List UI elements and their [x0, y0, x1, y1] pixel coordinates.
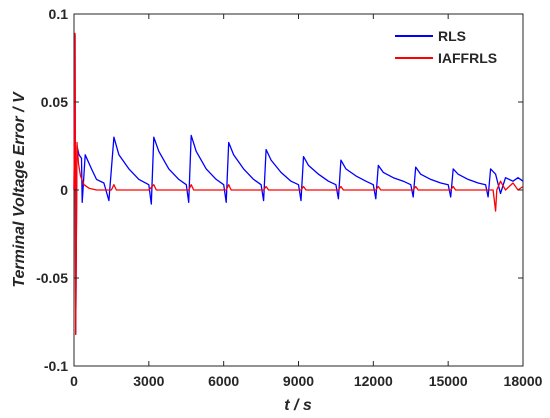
x-tick-label: 15000: [429, 373, 468, 389]
y-tick-label: -0.05: [36, 270, 68, 286]
y-tick-label: -0.1: [44, 358, 68, 374]
legend-label-iaffrls: IAFFRLS: [438, 50, 497, 66]
x-tick-label: 6000: [208, 373, 239, 389]
y-tick-label: 0.05: [41, 94, 68, 110]
legend-label-rls: RLS: [438, 28, 466, 44]
x-axis: 0 3000 6000 9000 12000 15000 18000: [70, 14, 543, 389]
x-tick-label: 9000: [283, 373, 314, 389]
y-axis-title: Terminal Voltage Error / V: [11, 91, 28, 288]
y-tick-label: 0: [60, 182, 68, 198]
series-line-rls: [73, 34, 524, 335]
x-tick-label: 18000: [504, 373, 543, 389]
series-line-iaffrls: [73, 32, 524, 335]
x-tick-label: 12000: [354, 373, 393, 389]
x-tick-label: 0: [70, 373, 78, 389]
y-axis: -0.1 -0.05 0 0.05 0.1: [36, 6, 523, 374]
x-axis-title: t / s: [284, 397, 312, 414]
x-tick-label: 3000: [133, 373, 164, 389]
legend: RLS IAFFRLS: [395, 28, 497, 66]
y-tick-label: 0.1: [49, 6, 69, 22]
series-layer: [73, 32, 524, 335]
